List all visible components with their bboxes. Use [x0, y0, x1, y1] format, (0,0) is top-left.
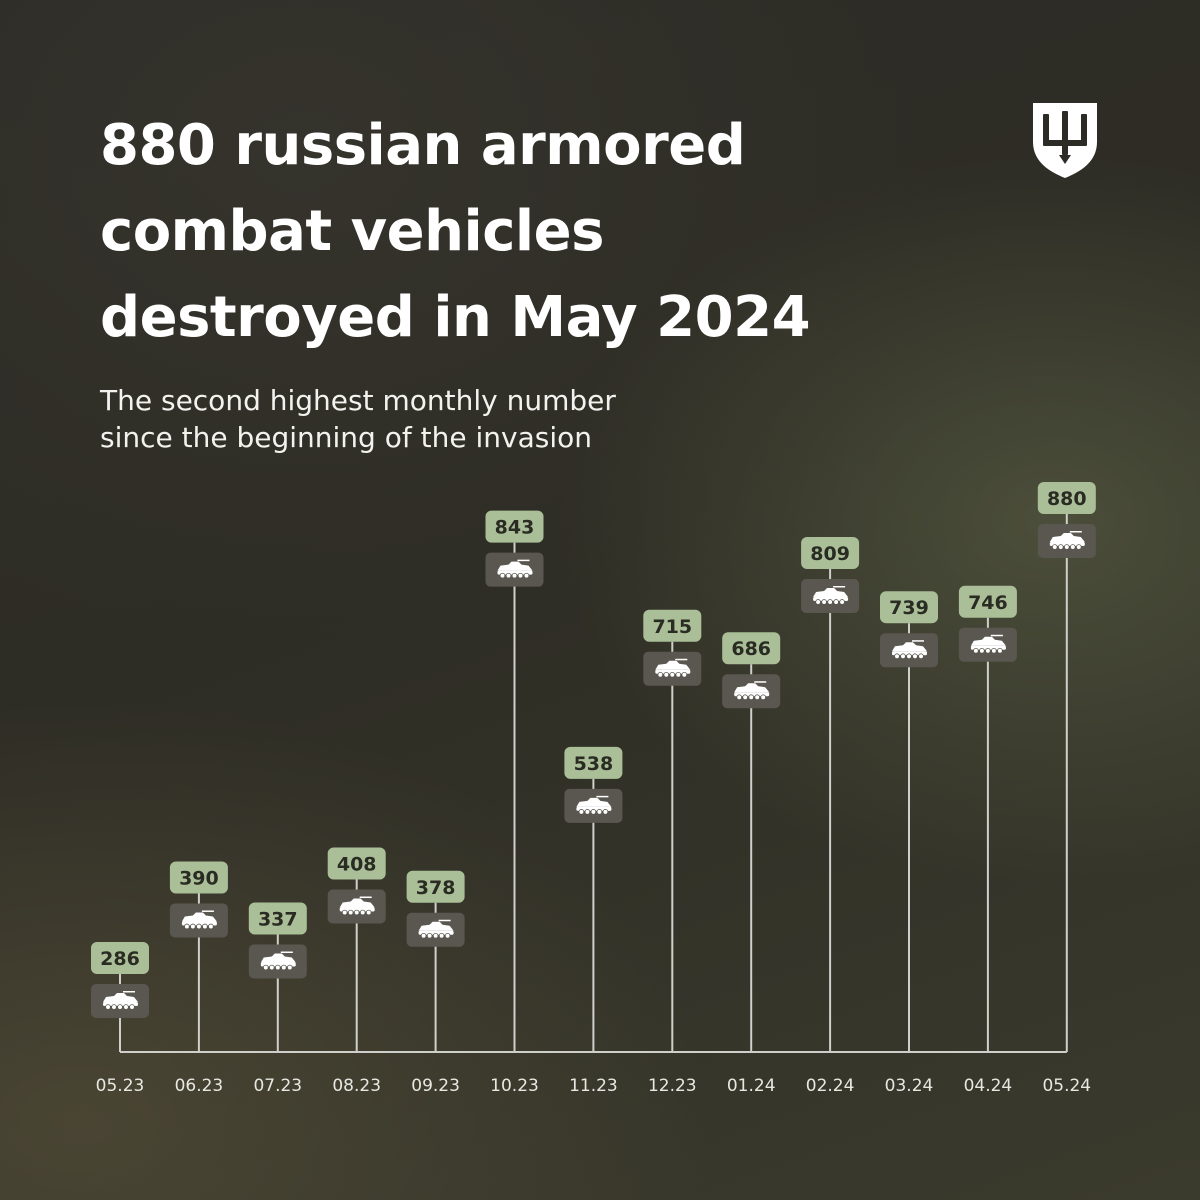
armored-vehicle-icon [418, 919, 454, 939]
data-label: 390 [179, 867, 219, 889]
value-badge-bg [801, 536, 860, 569]
vehicle-badge [327, 889, 386, 924]
value-badge: 809 [801, 536, 860, 569]
data-label: 378 [416, 877, 456, 899]
x-tick-label: 06.23 [175, 1076, 224, 1096]
value-badge-bg [958, 585, 1017, 618]
title-line-2: combat vehicles [100, 199, 604, 264]
value-badge: 538 [564, 746, 623, 779]
x-tick-label: 01.24 [727, 1076, 776, 1096]
value-badge-bg [406, 870, 465, 903]
x-tick-label: 10.23 [490, 1076, 539, 1096]
armored-vehicle-icon [339, 896, 375, 916]
value-badge: 739 [880, 591, 938, 624]
x-tick-label: 11.23 [569, 1076, 618, 1096]
value-badge-bg [643, 609, 702, 642]
vehicle-badge [406, 912, 465, 947]
value-badge: 686 [722, 632, 781, 665]
vehicle-badge [169, 903, 228, 938]
data-label: 538 [574, 753, 614, 775]
subtitle-line-1: The second highest monthly number [100, 384, 616, 417]
subtitle-line-2: since the beginning of the invasion [100, 421, 592, 454]
vehicle-badge [801, 578, 860, 613]
value-badge: 337 [248, 902, 307, 935]
value-badge-bg [169, 861, 228, 894]
value-badge: 408 [327, 847, 386, 880]
vehicle-badge [643, 651, 702, 686]
armored-vehicle-icon [497, 559, 533, 579]
armored-vehicle-icon [892, 640, 927, 659]
value-badge-bg [248, 902, 307, 935]
value-badge-bg [880, 591, 938, 624]
data-label: 809 [810, 543, 850, 565]
trident-shield-icon [1033, 103, 1097, 178]
armored-vehicle-icon [103, 991, 138, 1010]
armored-vehicle-icon [655, 658, 691, 678]
vehicle-badge [485, 552, 544, 587]
x-tick-label: 09.23 [411, 1076, 460, 1096]
subtitle: The second highest monthly number since … [100, 382, 616, 456]
data-label: 408 [337, 854, 377, 876]
value-badge: 390 [169, 861, 228, 894]
page-title: 880 russian armored combat vehicles dest… [100, 103, 811, 361]
data-label: 843 [495, 517, 535, 539]
armored-vehicle-icon [1049, 531, 1085, 550]
value-badge-bg [91, 942, 149, 974]
value-badge: 746 [958, 585, 1017, 618]
x-tick-label: 02.24 [806, 1076, 855, 1096]
value-badge-bg [1037, 482, 1096, 514]
title-line-3: destroyed in May 2024 [100, 285, 811, 350]
x-tick-label: 07.23 [253, 1076, 302, 1096]
x-tick-label: 08.23 [332, 1076, 381, 1096]
value-badge-bg [327, 847, 386, 880]
data-label: 686 [731, 638, 771, 660]
x-tick-label: 03.24 [885, 1076, 934, 1096]
vehicle-badge [248, 944, 307, 979]
x-tick-label: 12.23 [648, 1076, 697, 1096]
armored-vehicle-icon [813, 585, 849, 605]
vehicle-badge [564, 788, 623, 823]
armored-vehicle-icon [260, 951, 296, 971]
x-tick-label: 05.23 [96, 1076, 145, 1096]
value-badge: 378 [406, 870, 465, 903]
data-label: 746 [968, 592, 1008, 614]
value-badge-bg [485, 510, 544, 543]
vehicle-badge [1037, 524, 1096, 558]
x-tick-label: 05.24 [1042, 1076, 1091, 1096]
title-line-1: 880 russian armored [100, 113, 746, 178]
data-label: 337 [258, 909, 298, 931]
value-badge: 880 [1037, 482, 1096, 514]
x-tick-label: 04.24 [964, 1076, 1013, 1096]
data-label: 880 [1047, 488, 1087, 510]
vehicle-badge [880, 633, 938, 668]
value-badge: 843 [485, 510, 544, 543]
armored-vehicle-icon [970, 634, 1006, 654]
value-badge-bg [564, 746, 623, 779]
value-badge-bg [722, 632, 781, 665]
data-label: 286 [100, 948, 140, 970]
armored-vehicle-icon [576, 795, 612, 815]
value-badge: 715 [643, 609, 702, 642]
vehicle-badge [91, 984, 149, 1018]
armored-vehicle-icon [734, 681, 770, 701]
data-label: 739 [889, 597, 929, 619]
value-badge: 286 [91, 942, 149, 974]
data-label: 715 [652, 616, 692, 638]
vehicle-badge [722, 674, 781, 709]
armored-vehicle-icon [181, 910, 217, 930]
vehicle-badge [958, 627, 1017, 662]
